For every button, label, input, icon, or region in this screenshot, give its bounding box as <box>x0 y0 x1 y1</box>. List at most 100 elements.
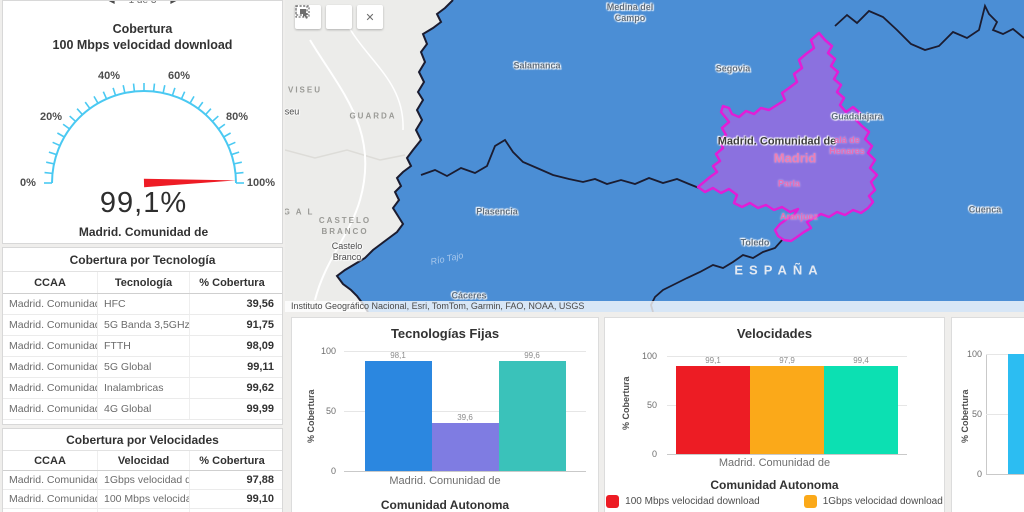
plot-area: 98,1 39,6 99,6 <box>344 351 586 472</box>
bar-value-label: 97,9 <box>779 356 795 365</box>
bar-column: 99,4 <box>824 356 898 454</box>
bar[interactable] <box>676 366 750 454</box>
table-header: CCAA Velocidad % Cobertura <box>3 451 282 471</box>
gauge-value: 99,1% <box>99 187 188 219</box>
portugal-admin-line <box>285 149 406 161</box>
chart-legend: 100 Mbps velocidad download 1Gbps veloci… <box>605 495 944 508</box>
map-attribution: Instituto Geográfico Nacional, Esri, Tom… <box>285 301 1024 312</box>
legend-item[interactable]: 1Gbps velocidad download <box>803 495 943 508</box>
y-tick: 50 <box>325 406 336 416</box>
y-tick: 100 <box>320 346 336 356</box>
pager-prev-icon[interactable]: ◀ <box>94 1 128 5</box>
y-tick: 0 <box>330 466 336 476</box>
portugal-road <box>344 19 404 131</box>
col-tecnologia: Tecnología <box>98 272 190 293</box>
legend-label: 100 Mbps velocidad download <box>625 496 760 507</box>
table-title: Cobertura por Tecnología <box>3 248 282 272</box>
clear-selection-button[interactable]: ✕ <box>357 5 383 29</box>
gauge: 0% 20% 40% 60% 80% 100% 99,1% Madrid. Co… <box>3 53 284 243</box>
table-header: CCAA Tecnología % Cobertura <box>3 272 282 294</box>
chart-partial: % Cobertura 100 50 0 <box>951 317 1024 512</box>
bar-column: 98,1 <box>364 351 432 471</box>
bar[interactable] <box>824 366 898 454</box>
bar-column: 99,1 <box>676 356 750 454</box>
province-border-s <box>650 238 784 312</box>
map-label-medina: Medina del Campo <box>606 2 654 23</box>
select-rectangle-button[interactable] <box>295 5 352 29</box>
gauge-title: Cobertura 100 Mbps velocidad download <box>52 22 233 52</box>
map-label-guarda-region: GUARDA <box>349 111 397 121</box>
map-label-viseu-town: iseu <box>285 106 300 117</box>
gauge-arc <box>44 83 244 188</box>
map-label-espana: ESPAÑA <box>734 262 824 278</box>
bar-column: 99,6 <box>498 351 566 471</box>
y-tick: 0 <box>976 469 982 479</box>
madrid-region[interactable] <box>696 31 879 243</box>
gauge-tick-80: 80% <box>225 111 249 123</box>
table-row[interactable]: Madrid. Comunidad ...5G Banda 3,5GHz91,7… <box>3 315 282 336</box>
col-ccaa: CCAA <box>3 451 98 470</box>
chart-tecnologias-fijas: Tecnologías Fijas % Cobertura 100 50 0 9… <box>291 317 599 512</box>
map-label-caceres: Cáceres <box>451 290 487 301</box>
legend-swatch <box>606 495 620 508</box>
x-tick-category: Madrid. Comunidad de <box>718 457 831 469</box>
col-velocidad: Velocidad <box>98 451 190 470</box>
country-border <box>335 0 454 312</box>
bar[interactable] <box>750 366 824 454</box>
gauge-tick-40: 40% <box>97 70 121 82</box>
gauge-tick-0: 0% <box>20 177 36 189</box>
map-label-salamanca: Salamanca <box>513 60 561 71</box>
x-axis-label: Comunidad Autonoma <box>380 498 510 512</box>
table-row[interactable]: Madrid. Comunidad ...1Gbps velocidad do.… <box>3 471 282 490</box>
y-tick: 50 <box>646 400 657 410</box>
map-svg <box>285 0 1024 312</box>
gauge-card: ◀1 de 3▶ Cobertura 100 Mbps velocidad do… <box>2 0 283 244</box>
chart-velocidades: Velocidades % Cobertura 100 50 0 99,1 97… <box>604 317 945 512</box>
bar-value-label: 99,4 <box>853 356 869 365</box>
chart-title: Velocidades <box>736 326 813 341</box>
map-label-guadalajara: Guadalajara <box>831 111 883 122</box>
map-label-viseu-region: VISEU <box>287 85 323 95</box>
col-ccaa: CCAA <box>3 272 98 293</box>
bar[interactable] <box>364 361 432 471</box>
legend-swatch <box>803 495 817 508</box>
x-tick-category: Madrid. Comunidad de <box>389 475 501 487</box>
bar[interactable] <box>498 361 566 471</box>
province-border-w <box>420 138 700 189</box>
province-border-ne <box>834 3 1024 51</box>
gauge-footer: Madrid. Comunidad de <box>78 225 209 239</box>
map-canvas[interactable]: Medina del Campo Salamanca Segovia Guada… <box>285 0 1024 312</box>
pager-label: 1 de 3 <box>129 1 157 6</box>
table-tecnologia-card: Cobertura por Tecnología CCAA Tecnología… <box>2 247 283 425</box>
gauge-needle <box>143 178 236 188</box>
bar-column <box>1008 354 1024 474</box>
col-cobertura: % Cobertura <box>199 454 265 467</box>
bar-value-label: 99,1 <box>705 356 721 365</box>
bar-value-label: 99,6 <box>524 351 540 360</box>
map-label-comunidad: Madrid. Comunidad de <box>717 135 837 148</box>
bar-column: 39,6 <box>431 351 499 471</box>
card-pager: ◀1 de 3▶ <box>3 1 282 11</box>
bar-value-label: 98,1 <box>390 351 406 360</box>
y-axis-label: % Cobertura <box>621 376 631 430</box>
legend-label: 1Gbps velocidad download <box>822 496 943 507</box>
pager-next-icon[interactable]: ▶ <box>156 1 190 5</box>
map-label-castelo-region: CASTELO BRANCO <box>318 216 372 236</box>
bar[interactable] <box>1008 354 1024 474</box>
close-icon: ✕ <box>365 11 375 24</box>
table-row[interactable]: Madrid. Comunidad ...100 Mbps velocidad … <box>3 490 282 509</box>
select-rectangle-icon <box>295 5 310 18</box>
plot-area: 99,1 97,9 99,4 <box>667 356 907 455</box>
legend-item[interactable]: 100 Mbps velocidad download <box>606 495 760 508</box>
map-label-alcala: alá de Henares <box>829 135 865 156</box>
bar-column: 97,9 <box>750 356 824 454</box>
bar-value-label: 39,6 <box>457 413 473 423</box>
bar[interactable] <box>431 423 499 471</box>
table-row[interactable]: Madrid. Comunidad ...30Mbps velocidad d.… <box>3 509 282 512</box>
map-label-parla: Parla <box>777 178 801 189</box>
